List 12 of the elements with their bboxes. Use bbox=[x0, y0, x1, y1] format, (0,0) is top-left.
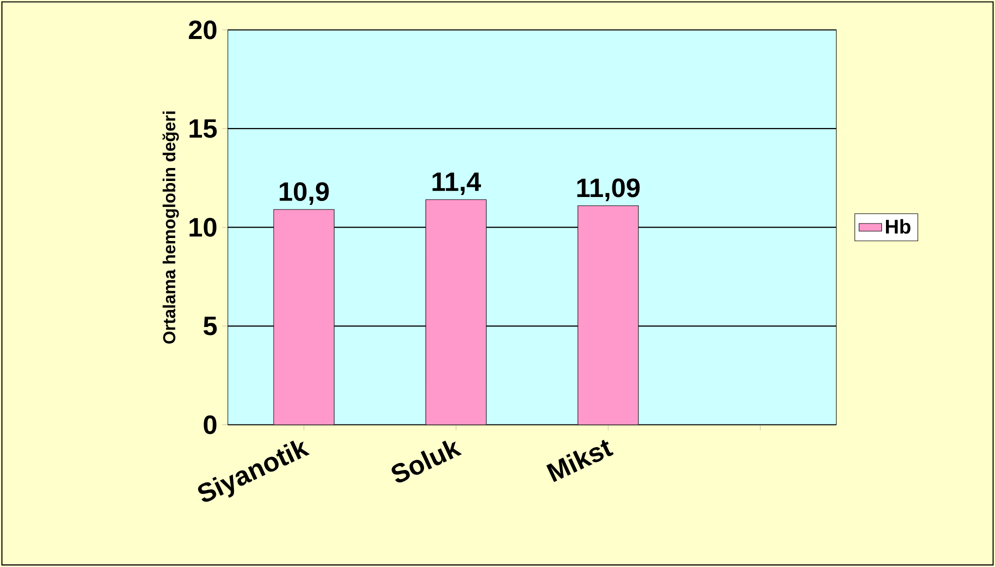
x-tick-label: Mikst bbox=[546, 440, 614, 482]
x-tick-label: Soluk bbox=[392, 440, 462, 482]
data-label: 11,4 bbox=[432, 172, 481, 196]
legend-label: Hb bbox=[886, 219, 910, 234]
data-label: 11,09 bbox=[577, 178, 640, 202]
y-axis-title: Ortalama hemoglobin değeri bbox=[162, 112, 179, 344]
y-tick-label: 0 bbox=[204, 415, 216, 434]
data-label: 10,9 bbox=[280, 182, 329, 205]
y-tick-label: 20 bbox=[188, 20, 216, 40]
y-tick-label: 10 bbox=[190, 218, 216, 237]
y-tick-label: 5 bbox=[204, 316, 217, 336]
y-tick-label: 15 bbox=[190, 119, 217, 138]
